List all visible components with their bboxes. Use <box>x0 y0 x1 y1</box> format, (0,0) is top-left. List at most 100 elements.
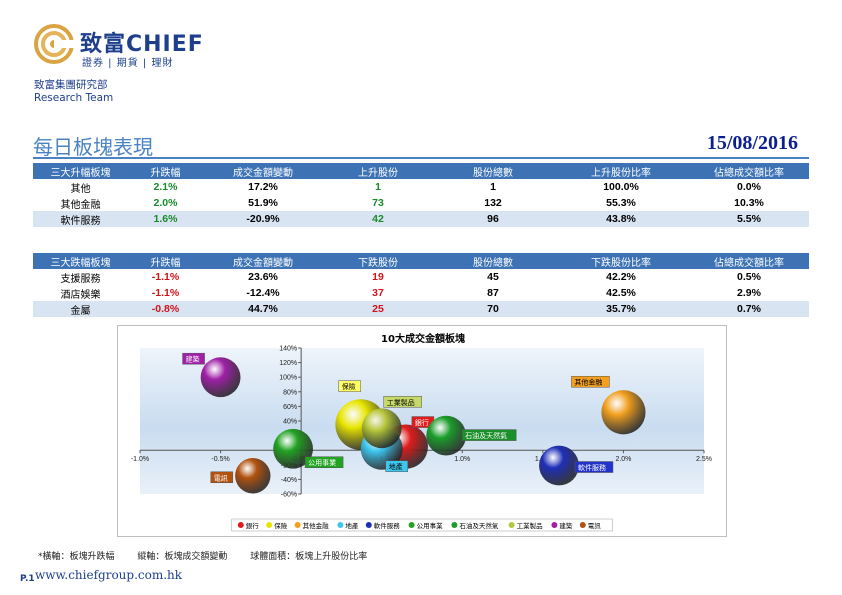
y-tick-label: 40% <box>283 419 297 426</box>
footnote-x-axis: *橫軸：板塊升跌幅 <box>38 552 115 562</box>
bubble-7 <box>361 408 402 449</box>
rising-ratio-cell: 43.8% <box>553 211 689 227</box>
bubble-5 <box>273 428 313 469</box>
bubble-label: 保險 <box>342 382 356 391</box>
header-cell: 升跌幅 <box>128 163 203 179</box>
falling-count-cell: 37 <box>372 287 384 299</box>
sector-name: 支援服務 <box>60 273 101 285</box>
falling-ratio-cell: 42.2% <box>606 271 636 283</box>
legend-marker <box>579 522 586 528</box>
bubble-label-box <box>574 461 614 473</box>
total-count-cell: 70 <box>433 301 553 317</box>
chart-title: 10大成交金額板塊 <box>381 332 465 345</box>
bubble-9 <box>235 458 271 494</box>
change-cell: 1.6% <box>128 211 203 227</box>
table-row: 其他金融 2.0% 51.9% 73 132 55.3% 10.3% <box>33 195 809 211</box>
bubble-label: 銀行 <box>415 418 429 427</box>
turnover-share-cell: 0.7% <box>689 301 809 317</box>
turnover-change-cell: 44.7% <box>203 301 323 317</box>
x-tick-label: -1.0% <box>131 456 149 463</box>
legend-marker <box>294 522 301 528</box>
legend-marker <box>451 522 458 528</box>
brand-name: 致富CHIEF <box>80 32 204 57</box>
rising-count-cell: 73 <box>372 197 384 209</box>
bubble-label: 軟件服務 <box>578 463 606 472</box>
bubble-label: 石油及天然氣 <box>465 431 507 440</box>
footnote-y-axis: 縱軸：板塊成交額變動 <box>137 552 228 562</box>
legend-marker <box>237 522 244 528</box>
header-cell: 股份總數 <box>433 163 553 179</box>
x-tick-label: -0.5% <box>211 456 229 463</box>
y-tick-label: 80% <box>283 389 297 396</box>
y-tick-label: -60% <box>281 492 297 499</box>
header-cell: 三大升幅板塊 <box>33 163 128 179</box>
change-cell: 2.0% <box>153 197 178 209</box>
bubble-label: 地產 <box>389 462 403 471</box>
legend-marker <box>337 522 344 528</box>
legend-entry: 其他金融 <box>303 521 330 530</box>
x-tick-label: 2.5% <box>696 456 712 463</box>
report-date: 15/08/2016 <box>706 132 798 154</box>
header-cell: 股份總數 <box>433 253 553 269</box>
total-count-cell: 87 <box>487 287 499 299</box>
legend-entry: 石油及天然氣 <box>459 521 499 530</box>
bubble-label-box <box>304 456 344 468</box>
header-cell: 佔總成交額比率 <box>689 163 809 179</box>
turnover-share-cell: 0.0% <box>737 181 761 193</box>
bubble-8 <box>200 357 241 398</box>
legend-marker <box>365 522 372 528</box>
bubble-label: 其他金融 <box>574 378 602 387</box>
legend-entry: 軟件服務 <box>374 521 401 530</box>
legend-marker <box>408 522 415 528</box>
bubble-label-box <box>461 429 517 441</box>
table-header-row: 三大跌幅板塊 升跌幅 成交金額變動 下跌股份 股份總數 下跌股份比率 佔總成交額… <box>33 253 809 269</box>
turnover-share-cell: 5.5% <box>689 211 809 227</box>
bubble-chart: 10大成交金額板塊-1.0%-0.5%0.0%0.5%1.0%1.5%2.0%2… <box>117 325 727 537</box>
falling-count-cell: 25 <box>323 301 433 317</box>
legend-entry: 地產 <box>345 521 359 530</box>
bubble-label: 電訊 <box>214 473 228 482</box>
sector-name: 酒店娛樂 <box>60 289 101 301</box>
turnover-change-cell: -12.4% <box>246 287 280 299</box>
bubble-label: 公用事業 <box>308 458 336 467</box>
header-cell: 上升股份 <box>323 163 433 179</box>
header-cell: 下跌股份比率 <box>553 253 689 269</box>
turnover-change-cell: -20.9% <box>203 211 323 227</box>
table-row: 其他 2.1% 17.2% 1 1 100.0% 0.0% <box>33 179 809 195</box>
x-tick-label: 2.0% <box>615 456 631 463</box>
top-losers-table: 三大跌幅板塊 升跌幅 成交金額變動 下跌股份 股份總數 下跌股份比率 佔總成交額… <box>33 253 809 317</box>
sector-name: 金屬 <box>33 301 128 317</box>
rising-count-cell: 42 <box>323 211 433 227</box>
header-cell: 升跌幅 <box>128 253 203 269</box>
table-header-row: 三大升幅板塊 升跌幅 成交金額變動 上升股份 股份總數 上升股份比率 佔總成交額… <box>33 163 809 179</box>
chart-footnote: *橫軸：板塊升跌幅 縱軸：板塊成交額變動 球體面積：板塊上升股份比率 <box>38 549 387 562</box>
sector-name: 其他 <box>70 183 91 195</box>
legend-entry: 建築 <box>559 521 573 530</box>
falling-count-cell: 19 <box>372 271 384 283</box>
turnover-change-cell: 51.9% <box>248 197 278 209</box>
department-name: 致富集團研究部 <box>34 79 108 91</box>
website-link[interactable]: www.chiefgroup.com.hk <box>35 568 183 582</box>
legend-marker <box>551 522 558 528</box>
brand-tagline: 證券 | 期貨 | 理財 <box>82 58 174 69</box>
header-cell: 成交金額變動 <box>203 253 323 269</box>
table-row: 軟件服務 1.6% -20.9% 42 96 43.8% 5.5% <box>33 211 809 227</box>
turnover-share-cell: 10.3% <box>734 197 764 209</box>
legend-box <box>231 518 613 532</box>
y-tick-label: 60% <box>283 404 297 411</box>
legend-entry: 保險 <box>274 521 288 530</box>
bubble-label-box <box>383 396 422 408</box>
bubble-label-box <box>210 471 234 483</box>
change-cell: -1.1% <box>151 271 180 283</box>
top-gainers-table: 三大升幅板塊 升跌幅 成交金額變動 上升股份 股份總數 上升股份比率 佔總成交額… <box>33 163 809 227</box>
falling-ratio-cell: 42.5% <box>606 287 636 299</box>
sector-name: 軟件服務 <box>33 211 128 227</box>
bubble-label-box <box>338 380 362 392</box>
y-tick-label: 120% <box>279 360 297 367</box>
header-cell: 三大跌幅板塊 <box>33 253 128 269</box>
legend-marker <box>508 522 515 528</box>
team-name: Research Team <box>34 92 114 104</box>
table-row: 支援服務 -1.1% 23.6% 19 45 42.2% 0.5% <box>33 269 809 285</box>
bubble-2 <box>601 390 646 435</box>
sector-name: 其他金融 <box>60 199 101 211</box>
